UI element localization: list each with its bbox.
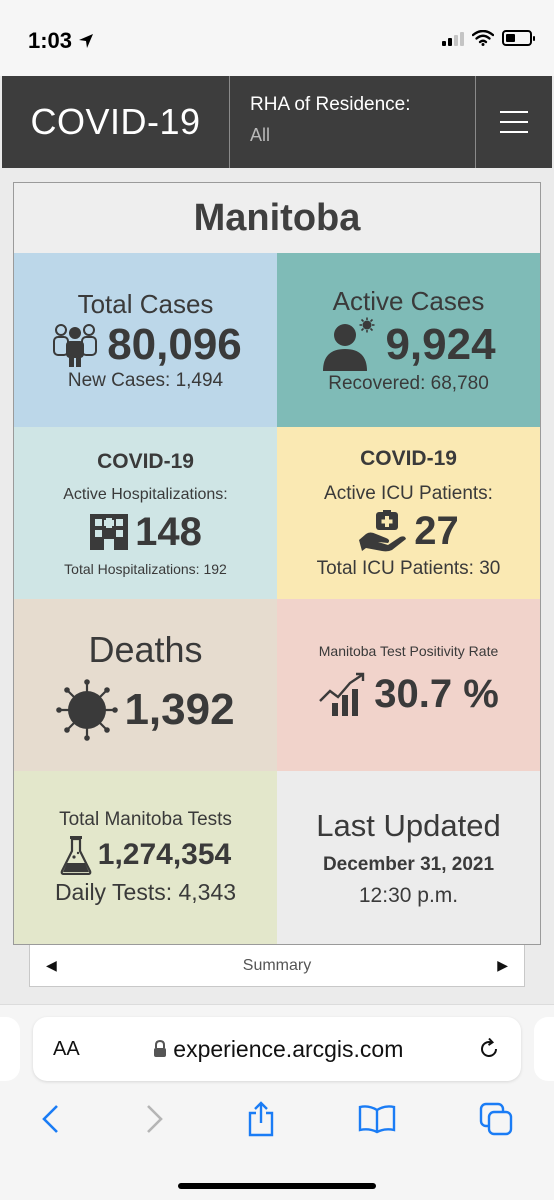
trend-chart-icon — [318, 671, 368, 717]
total-cases-tile: Total Cases 80,096 New Cases — [14, 253, 277, 427]
url-text: experience.arcgis.com — [173, 1035, 404, 1062]
last-updated-time: 12:30 p.m. — [358, 883, 459, 907]
total-hospitalizations-text: Total Hospitalizations: 192 — [64, 560, 227, 577]
address-bar[interactable]: AA experience.arcgis.com — [33, 1017, 521, 1081]
back-icon[interactable] — [41, 1104, 61, 1134]
deaths-value: 1,392 — [124, 685, 235, 734]
tests-tile: Total Manitoba Tests 1,274,354 Daily Tes… — [14, 771, 277, 944]
last-updated-tile: Last Updated December 31, 2021 12:30 p.m… — [277, 771, 540, 944]
total-icu-text: Total ICU Patients: 30 — [316, 557, 501, 579]
deaths-label: Deaths — [88, 629, 203, 670]
hospitalizations-heading: COVID-19 — [97, 449, 194, 473]
status-time-group: 1:03 — [28, 28, 94, 54]
icu-value: 27 — [414, 508, 459, 553]
dashboard-card: Manitoba Total Cases — [13, 182, 541, 945]
tests-label: Total Manitoba Tests — [59, 809, 232, 830]
positivity-tile: Manitoba Test Positivity Rate 30.7 % — [277, 599, 540, 771]
status-bar: 1:03 — [0, 0, 554, 76]
browser-toolbar — [0, 1097, 554, 1141]
tabs-icon[interactable] — [479, 1102, 513, 1136]
hamburger-menu-icon — [500, 111, 528, 133]
share-icon[interactable] — [246, 1101, 276, 1137]
icu-tile: COVID-19 Active ICU Patients: 27 Total I… — [277, 427, 540, 599]
last-updated-label: Last Updated — [316, 807, 501, 843]
indicator-grid: Total Cases 80,096 New Cases — [14, 253, 540, 944]
summary-carousel: ◀ Summary ▶ — [29, 945, 525, 987]
carousel-label: Summary — [242, 956, 312, 974]
carousel-next-icon[interactable]: ▶ — [497, 957, 508, 973]
icu-heading: COVID-19 — [360, 446, 457, 470]
app-title: COVID-19 — [2, 76, 230, 168]
total-cases-value: 80,096 — [107, 319, 242, 369]
status-icons — [442, 30, 535, 46]
icu-label: Active ICU Patients: — [324, 482, 493, 504]
tests-value: 1,274,354 — [97, 838, 232, 871]
recovered-text: Recovered: 68,780 — [328, 372, 489, 394]
carousel-prev-icon[interactable]: ◀ — [46, 957, 57, 973]
lab-flask-icon — [60, 835, 92, 875]
daily-tests-text: Daily Tests: 4,343 — [54, 879, 237, 905]
positivity-value: 30.7 % — [374, 671, 499, 716]
group-people-icon — [49, 322, 101, 368]
wifi-icon — [472, 30, 494, 46]
battery-icon — [502, 30, 535, 46]
prev-tab-preview[interactable] — [0, 1017, 20, 1081]
deaths-tile: Deaths — [14, 599, 277, 771]
lock-icon — [153, 1040, 167, 1058]
location-arrow-icon — [78, 33, 94, 49]
status-time: 1:03 — [28, 28, 73, 53]
active-cases-value: 9,924 — [385, 319, 496, 369]
url-display[interactable]: experience.arcgis.com — [80, 1036, 477, 1063]
rha-filter-label: RHA of Residence: — [250, 94, 411, 115]
bookmarks-icon[interactable] — [358, 1104, 396, 1134]
browser-chrome: AA experience.arcgis.com — [0, 1004, 554, 1200]
reload-icon[interactable] — [477, 1037, 501, 1061]
hand-medical-kit-icon — [358, 510, 408, 552]
rha-filter-dropdown[interactable]: RHA of Residence: All — [230, 76, 476, 168]
active-cases-tile: Active Cases 9,924 — [277, 253, 540, 427]
total-cases-label: Total Cases — [77, 288, 214, 319]
active-cases-label: Active Cases — [332, 285, 485, 316]
next-tab-preview[interactable] — [534, 1017, 554, 1081]
new-cases-text: New Cases: 1,494 — [67, 369, 224, 391]
person-virus-icon — [321, 317, 379, 373]
home-indicator — [178, 1183, 376, 1189]
cellular-signal-icon — [442, 30, 464, 46]
hospitalizations-tile: COVID-19 Active Hospitalizations: 1 — [14, 427, 277, 599]
reader-aa-button[interactable]: AA — [53, 1037, 80, 1060]
virus-icon — [56, 679, 119, 741]
menu-button[interactable] — [476, 76, 552, 168]
hospitalizations-value: 148 — [135, 509, 202, 554]
hospital-building-icon — [89, 513, 129, 551]
positivity-label: Manitoba Test Positivity Rate — [318, 643, 499, 659]
forward-icon[interactable] — [144, 1104, 164, 1134]
hospitalizations-label: Active Hospitalizations: — [63, 485, 228, 503]
last-updated-date: December 31, 2021 — [322, 853, 495, 875]
rha-filter-value: All — [250, 125, 271, 145]
app-header: COVID-19 RHA of Residence: All — [2, 76, 552, 168]
card-title: Manitoba — [193, 196, 361, 239]
